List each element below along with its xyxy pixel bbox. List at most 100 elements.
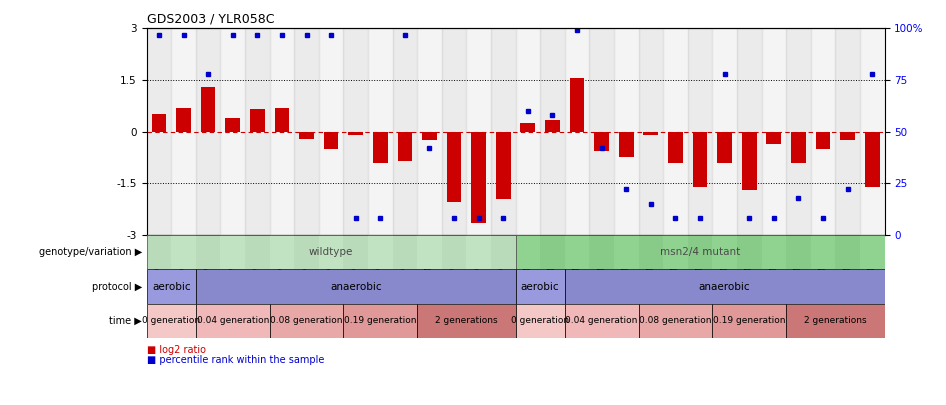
Text: 0.19 generation: 0.19 generation [344, 316, 416, 326]
Bar [589, 28, 614, 235]
Bar [491, 235, 516, 269]
Bar [791, 132, 806, 162]
Bar [319, 235, 343, 269]
Bar [520, 123, 535, 132]
Bar [589, 235, 614, 269]
Bar [147, 304, 196, 338]
Bar [786, 28, 811, 235]
Bar [663, 235, 688, 269]
Bar [516, 235, 885, 269]
Bar [762, 235, 786, 269]
Bar [639, 28, 663, 235]
Bar [348, 132, 363, 135]
Bar [176, 108, 191, 132]
Text: 0.19 generation: 0.19 generation [713, 316, 785, 326]
Bar [447, 132, 462, 202]
Bar [151, 115, 166, 132]
Bar [565, 269, 885, 304]
Bar [786, 304, 885, 338]
Text: 0.08 generation: 0.08 generation [639, 316, 711, 326]
Bar [466, 28, 491, 235]
Bar [196, 269, 516, 304]
Bar [466, 235, 491, 269]
Bar [643, 132, 658, 135]
Bar [594, 132, 609, 151]
Bar [270, 235, 294, 269]
Bar [417, 28, 442, 235]
Text: protocol ▶: protocol ▶ [92, 281, 142, 292]
Bar [737, 235, 762, 269]
Bar [516, 235, 540, 269]
Bar [220, 28, 245, 235]
Bar [319, 28, 343, 235]
Bar [516, 304, 565, 338]
Bar [835, 28, 860, 235]
Bar [491, 28, 516, 235]
Text: 0 generation: 0 generation [142, 316, 201, 326]
Bar [343, 28, 368, 235]
Text: 0.08 generation: 0.08 generation [271, 316, 342, 326]
Bar [835, 235, 860, 269]
Bar [811, 235, 835, 269]
Bar [840, 132, 855, 140]
Bar [565, 304, 639, 338]
Bar [614, 235, 639, 269]
Bar [565, 28, 589, 235]
Text: aerobic: aerobic [152, 281, 190, 292]
Bar [171, 235, 196, 269]
Bar [692, 132, 708, 187]
Bar [737, 28, 762, 235]
Bar [545, 119, 560, 132]
Text: GDS2003 / YLR058C: GDS2003 / YLR058C [147, 13, 274, 26]
Bar [324, 132, 339, 149]
Bar [171, 28, 196, 235]
Bar [540, 235, 565, 269]
Bar [422, 132, 437, 140]
Bar [860, 28, 885, 235]
Bar [688, 28, 712, 235]
Bar [245, 235, 270, 269]
Bar [540, 28, 565, 235]
Bar [569, 78, 585, 132]
Bar [196, 304, 270, 338]
Bar [471, 132, 486, 223]
Text: wildtype: wildtype [309, 247, 353, 257]
Bar [250, 109, 265, 132]
Bar [245, 28, 270, 235]
Bar [712, 235, 737, 269]
Text: ■ percentile rank within the sample: ■ percentile rank within the sample [147, 356, 324, 365]
Bar [373, 132, 388, 162]
Bar [766, 132, 781, 144]
Bar [225, 118, 240, 132]
Text: aerobic: aerobic [521, 281, 559, 292]
Bar [368, 235, 393, 269]
Bar [343, 304, 417, 338]
Text: 2 generations: 2 generations [804, 316, 867, 326]
Text: 2 generations: 2 generations [435, 316, 498, 326]
Bar [860, 235, 885, 269]
Bar [496, 132, 511, 199]
Bar [639, 235, 663, 269]
Bar [516, 28, 540, 235]
Text: 0 generation: 0 generation [511, 316, 569, 326]
Text: anaerobic: anaerobic [330, 281, 381, 292]
Bar [201, 87, 216, 132]
Bar [294, 235, 319, 269]
Bar [417, 235, 442, 269]
Bar [147, 235, 171, 269]
Text: 0.04 generation: 0.04 generation [566, 316, 638, 326]
Bar [815, 132, 831, 149]
Bar [196, 235, 220, 269]
Text: ■ log2 ratio: ■ log2 ratio [147, 345, 205, 355]
Bar [565, 235, 589, 269]
Bar [619, 132, 634, 158]
Bar [663, 28, 688, 235]
Bar [712, 28, 737, 235]
Bar [668, 132, 683, 162]
Bar [865, 132, 880, 187]
Bar [786, 235, 811, 269]
Bar [147, 269, 196, 304]
Text: time ▶: time ▶ [109, 316, 142, 326]
Bar [220, 235, 245, 269]
Bar [393, 28, 417, 235]
